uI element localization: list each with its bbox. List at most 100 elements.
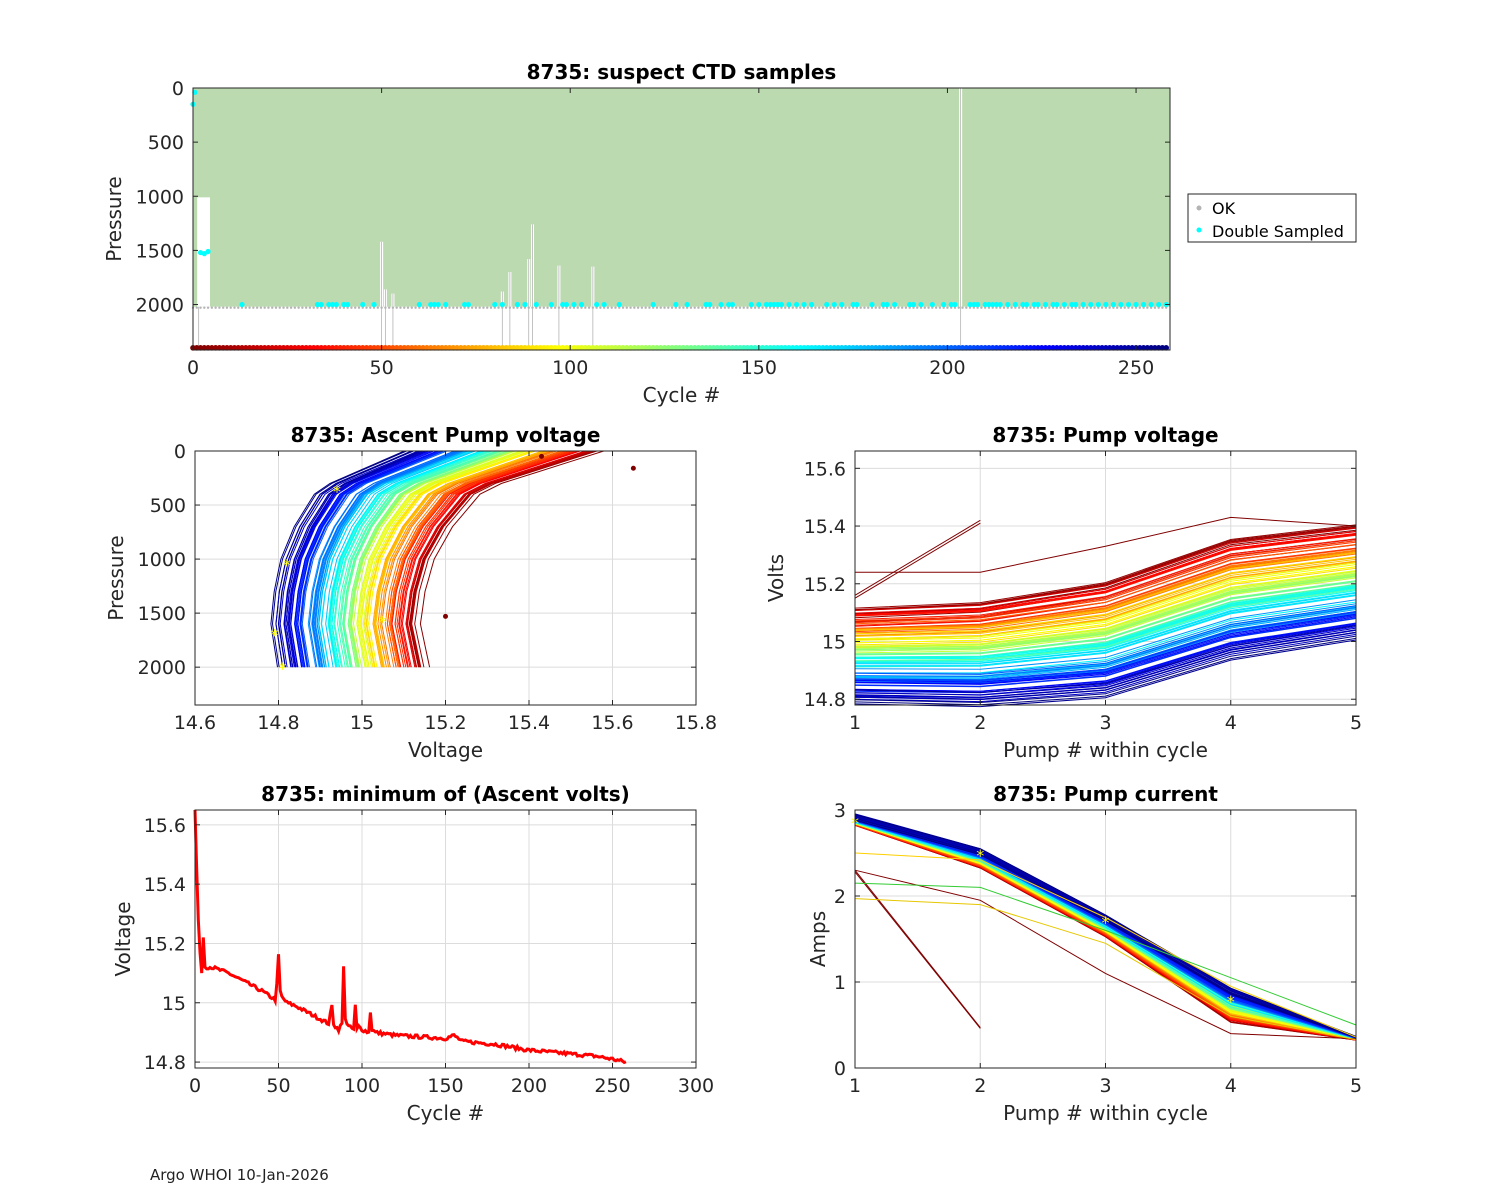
ok-sample-dot (384, 306, 387, 309)
double-sampled-dot (1005, 301, 1011, 308)
pump-voltage-line (854, 524, 1357, 609)
double-sampled-dot (461, 301, 468, 308)
ok-sample-dot (493, 306, 496, 309)
pump-voltage-line (854, 633, 1357, 703)
ok-sample-dot (591, 306, 595, 309)
ctd-xlabel: Cycle # (643, 383, 721, 407)
ok-sample-dot (267, 306, 270, 309)
ctd-ytick-label: 500 (148, 132, 184, 154)
pump-voltage-line (854, 629, 1357, 698)
double-sampled-dot (907, 301, 913, 308)
double-sampled-dot (428, 301, 434, 308)
ok-sample-dot (244, 306, 248, 309)
ok-sample-dot (950, 306, 953, 309)
double-sampled-dot (718, 301, 724, 308)
ok-sample-dot (802, 306, 806, 309)
ok-sample-dot (602, 306, 606, 309)
current-ytick-label: 3 (834, 800, 846, 822)
ok-sample-dot (214, 306, 217, 309)
legend-ok-marker (1196, 205, 1202, 211)
ok-sample-dot (840, 306, 844, 309)
pump-current-special-line (854, 898, 1357, 1041)
pump-voltage-line (854, 543, 1357, 625)
ascent-xtick-label: 15.8 (675, 712, 717, 734)
ok-sample-dot (459, 306, 463, 309)
ok-sample-dot (848, 306, 851, 309)
ok-sample-dot (414, 306, 417, 309)
double-sampled-dot (684, 301, 690, 308)
pumpv-xtick-label: 3 (1099, 712, 1111, 734)
double-sampled-dot (884, 301, 890, 308)
ascent-profile-line (359, 450, 525, 668)
ok-sample-dot (561, 306, 564, 309)
ok-sample-dot (399, 306, 402, 309)
ok-samples-region (193, 88, 1170, 307)
ok-sample-dot (286, 306, 289, 309)
ok-sample-dot (1100, 306, 1104, 309)
ok-sample-dot (621, 306, 625, 309)
pump-voltage-special-line (854, 519, 981, 596)
ok-sample-dot (1093, 306, 1096, 309)
double-sampled-dot (563, 301, 570, 308)
ok-sample-dot (474, 306, 478, 309)
double-sampled-dot (831, 301, 837, 308)
ok-sample-dot (806, 306, 810, 309)
ascent-profile-line (410, 450, 592, 668)
pump-voltage-line (854, 599, 1357, 670)
ok-sample-dot (1070, 306, 1074, 309)
ok-sample-dot (916, 306, 919, 309)
ok-sample-dot (278, 306, 281, 309)
ok-sample-dot (229, 306, 232, 309)
ok-sample-dot (716, 306, 719, 309)
ok-sample-dot (489, 306, 493, 309)
ascent-profile-line (329, 450, 484, 668)
ascent-profile-line (360, 450, 525, 668)
pump-voltage-line (854, 576, 1357, 652)
ok-sample-dot (968, 306, 972, 309)
ok-sample-dot (252, 306, 255, 309)
ok-sample-dot (987, 306, 991, 309)
ok-sample-dot (361, 306, 364, 309)
ok-sample-dot (248, 306, 251, 309)
ascent-xtick-label: 14.6 (174, 712, 216, 734)
ascent-profile-line (343, 450, 503, 668)
ok-sample-dot (652, 306, 655, 309)
ok-sample-dot (538, 306, 542, 309)
ok-sample-dot (531, 306, 534, 309)
minv-decor: 0 50 100 150 200 250 300 14.8 15 15.2 15.4 15.6 8735… (111, 782, 714, 1125)
ctd-xtick-label: 100 (552, 357, 588, 379)
pump-voltage-line (854, 605, 1357, 675)
ascent-profile-line (386, 450, 561, 668)
ok-sample-dot (1112, 306, 1115, 309)
ok-sample-dot (900, 306, 904, 309)
ok-sample-dot (799, 306, 802, 309)
double-sampled-dot (1012, 301, 1018, 308)
ctd-legend: OK Double Sampled (1187, 193, 1357, 243)
ok-sample-dot (452, 306, 455, 309)
double-sampled-dot (1148, 301, 1154, 308)
ok-sample-dot (644, 306, 647, 309)
double-sampled-dot (703, 301, 709, 308)
double-sampled-dot (880, 301, 886, 308)
ctd-xtick-label: 200 (929, 357, 965, 379)
ok-sample-dot (1108, 306, 1111, 309)
double-sampled-dot (726, 301, 732, 308)
ok-sample-dot (878, 306, 881, 309)
ok-sample-dot (429, 306, 432, 309)
pumpv-xtick-label: 1 (849, 712, 861, 734)
double-sampled-dot (1118, 301, 1124, 308)
ascent-profile-line (357, 450, 523, 668)
ascent-profile-line (289, 450, 429, 668)
pump-voltage-line (854, 570, 1357, 647)
ok-sample-dot (999, 306, 1002, 309)
ok-sample-dot (882, 306, 885, 309)
ok-sample-dot (912, 306, 915, 309)
ascent-profile-line (362, 450, 527, 668)
ok-sample-dot (546, 306, 549, 309)
double-sampled-dot (1050, 301, 1056, 308)
double-sampled-dot (1024, 301, 1030, 308)
ok-sample-dot (693, 306, 696, 309)
double-sampled-dot (824, 301, 830, 308)
